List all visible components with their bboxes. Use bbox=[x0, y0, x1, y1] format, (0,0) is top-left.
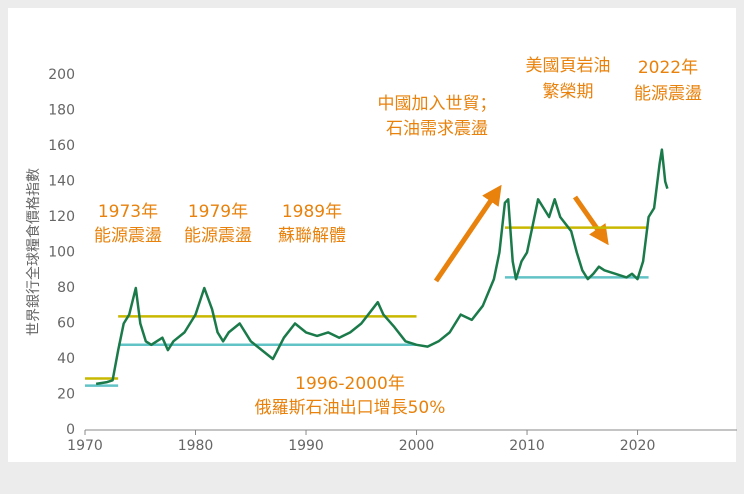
x-tick-label: 1990 bbox=[288, 438, 324, 454]
y-axis-label: 世界銀行全球糧食價格指數 bbox=[25, 168, 42, 336]
y-tick-label: 20 bbox=[57, 387, 75, 403]
annotation: 1979年 bbox=[188, 202, 248, 222]
x-tick-label: 2020 bbox=[620, 438, 656, 454]
panel bbox=[8, 8, 736, 462]
annotation: 美國頁岩油 bbox=[526, 56, 611, 76]
y-tick-label: 160 bbox=[48, 138, 75, 154]
y-tick-label: 120 bbox=[48, 209, 75, 225]
arrow bbox=[433, 184, 502, 283]
data-line bbox=[95, 148, 669, 386]
annotation: 1989年 bbox=[282, 202, 342, 222]
arrow bbox=[572, 195, 609, 246]
y-tick-label: 60 bbox=[57, 316, 75, 332]
annotation: 中國加入世貿； bbox=[378, 94, 497, 114]
y-tick-label: 0 bbox=[66, 422, 75, 438]
annotation: 能源震盪 bbox=[184, 226, 252, 246]
annotation: 俄羅斯石油出口增長50% bbox=[255, 398, 446, 418]
x-tick-label: 2010 bbox=[509, 438, 545, 454]
annotation: 能源震盪 bbox=[94, 226, 162, 246]
annotation: 1973年 bbox=[98, 202, 158, 222]
y-tick-label: 200 bbox=[48, 67, 75, 83]
x-tick-label: 2000 bbox=[399, 438, 435, 454]
y-tick-label: 140 bbox=[48, 174, 75, 190]
x-tick-label: 1980 bbox=[178, 438, 214, 454]
y-tick-label: 180 bbox=[48, 103, 75, 119]
annotation: 石油需求震盪 bbox=[386, 119, 488, 139]
annotation: 繁榮期 bbox=[543, 82, 594, 102]
x-tick-label: 1970 bbox=[67, 438, 103, 454]
y-tick-label: 40 bbox=[57, 351, 75, 367]
annotation: 1996-2000年 bbox=[295, 374, 405, 394]
annotation: 蘇聯解體 bbox=[278, 226, 346, 246]
y-tick-label: 100 bbox=[48, 245, 75, 261]
annotation: 能源震盪 bbox=[634, 84, 702, 104]
annotation: 2022年 bbox=[638, 58, 698, 78]
y-tick-label: 80 bbox=[57, 280, 75, 296]
